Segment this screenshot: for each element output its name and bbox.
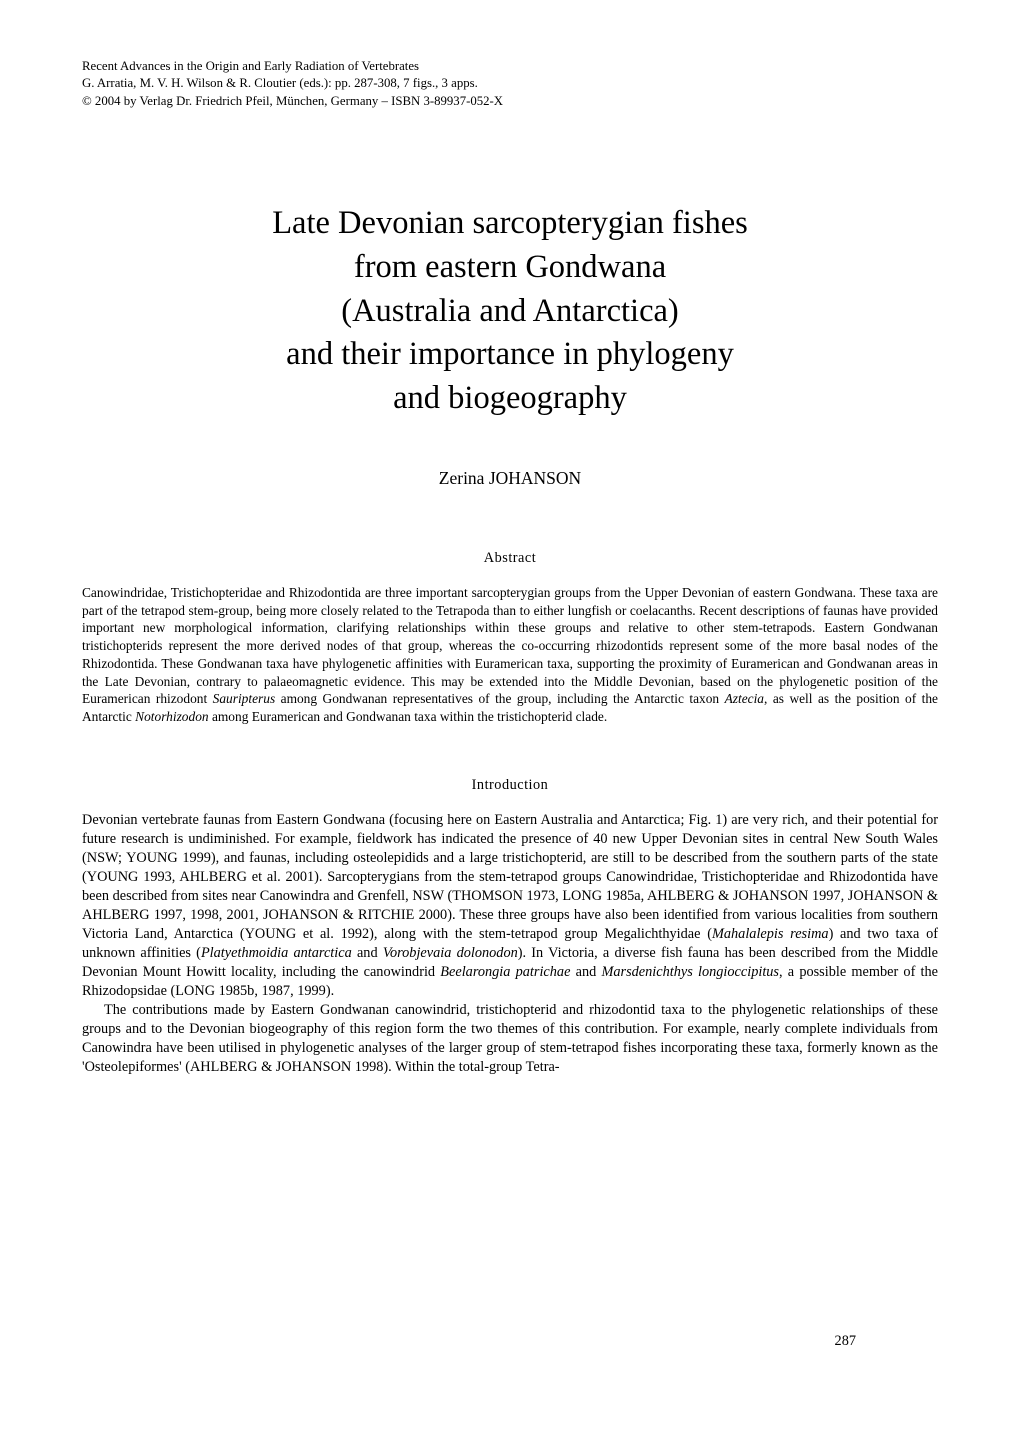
abstract-part-2: among Gondwanan representatives of the g… bbox=[275, 691, 724, 706]
abstract-heading: Abstract bbox=[82, 549, 938, 568]
intro-p1-part-4: and bbox=[352, 945, 383, 961]
header-line-3: © 2004 by Verlag Dr. Friedrich Pfeil, Mü… bbox=[82, 93, 938, 110]
title-line-4: and their importance in phylogeny bbox=[286, 336, 734, 372]
intro-taxon-platyethmoidia: Platyethmoidia antarctica bbox=[201, 945, 352, 961]
abstract-taxon-notorhizodon: Notorhizodon bbox=[135, 709, 208, 724]
intro-p1-part-8: and bbox=[570, 964, 601, 980]
title-line-2: from eastern Gondwana bbox=[354, 249, 666, 285]
abstract-part-0: Canowindridae, Tristichopteridae and Rhi… bbox=[82, 585, 938, 706]
intro-taxon-vorobjevaia: Vorobjevaia dolonodon bbox=[383, 945, 518, 961]
title-line-5: and biogeography bbox=[393, 380, 627, 416]
introduction-heading: Introduction bbox=[82, 776, 938, 795]
article-title: Late Devonian sarcopterygian fishes from… bbox=[82, 202, 938, 421]
author-name: Zerina JOHANSON bbox=[82, 467, 938, 491]
intro-paragraph-2: The contributions made by Eastern Gondwa… bbox=[82, 1001, 938, 1077]
publication-header: Recent Advances in the Origin and Early … bbox=[82, 58, 938, 110]
abstract-taxon-aztecia: Aztecia bbox=[725, 691, 764, 706]
intro-taxon-marsdenichthys: Marsdenichthys longioccipitus bbox=[601, 964, 779, 980]
intro-taxon-beelarongia: Beelarongia patrichae bbox=[440, 964, 570, 980]
abstract-taxon-sauripterus: Sauripterus bbox=[213, 691, 276, 706]
abstract-text: Canowindridae, Tristichopteridae and Rhi… bbox=[82, 584, 938, 726]
intro-paragraph-1: Devonian vertebrate faunas from Eastern … bbox=[82, 811, 938, 1001]
title-line-3: (Australia and Antarctica) bbox=[341, 293, 679, 329]
page-number: 287 bbox=[835, 1332, 856, 1351]
title-line-1: Late Devonian sarcopterygian fishes bbox=[272, 205, 748, 241]
intro-taxon-mahalalepis: Mahalalepis resima bbox=[712, 926, 829, 942]
header-line-1: Recent Advances in the Origin and Early … bbox=[82, 58, 938, 75]
intro-p1-part-0: Devonian vertebrate faunas from Eastern … bbox=[82, 812, 938, 942]
header-line-2: G. Arratia, M. V. H. Wilson & R. Cloutie… bbox=[82, 75, 938, 92]
abstract-part-6: among Euramerican and Gondwanan taxa wit… bbox=[209, 709, 608, 724]
